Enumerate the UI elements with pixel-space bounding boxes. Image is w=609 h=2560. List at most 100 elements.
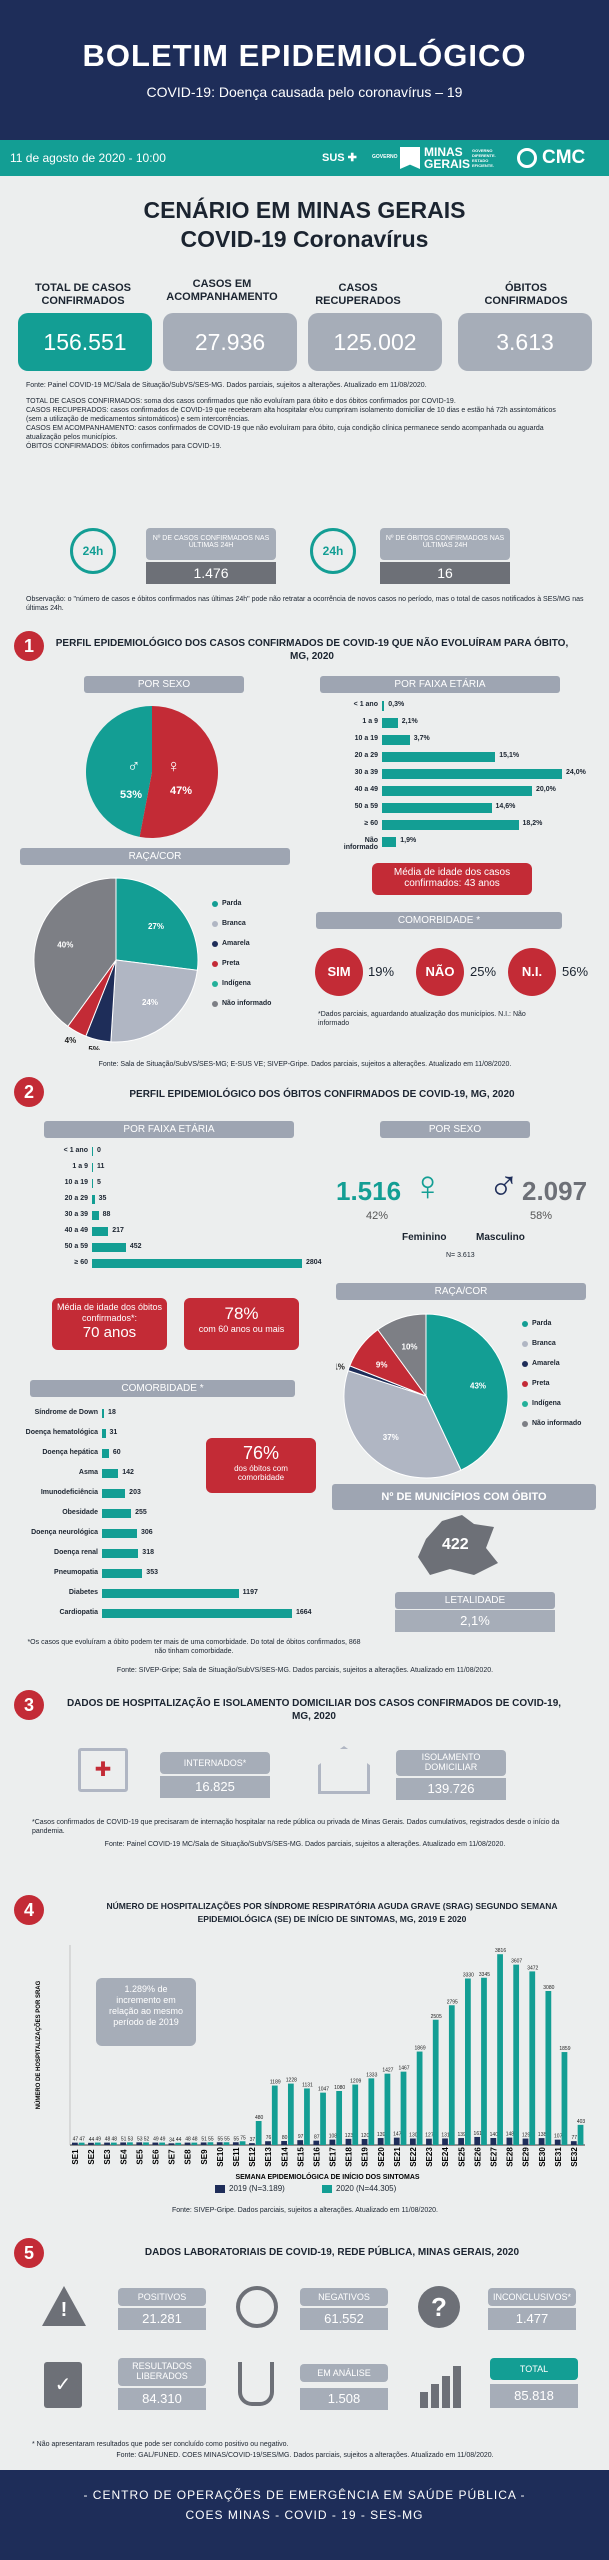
bar-value: 24,0%: [566, 769, 586, 776]
legend-swatch: [212, 1000, 218, 1007]
bar-row: Cardiopatia 1664: [10, 1608, 330, 1628]
bar-value-label: 51: [121, 2136, 127, 2142]
y-axis-label: NÚMERO DE HOSPITALIZAÇÕES POR SRAG: [35, 1980, 42, 2109]
bar-2019-SE22: [409, 2138, 416, 2145]
sus-logo: SUS ✚: [322, 152, 357, 164]
bar-value-label: 3816: [495, 1948, 506, 1954]
s5-note: * Não apresentaram resultados que pode s…: [32, 2441, 289, 2448]
x-tick-label: SE20: [377, 2147, 386, 2167]
bar-value-label: 120: [361, 2133, 370, 2139]
total-cases-label: TOTAL DE CASOS CONFIRMADOS: [35, 282, 131, 307]
s1-raca-title: RAÇA/COR: [20, 848, 290, 865]
bar-2020-SE28: [513, 1964, 520, 2145]
bar-2020-SE8: [191, 2142, 198, 2145]
bar-row: < 1 ano 0,3%: [330, 700, 605, 717]
legend-2019-swatch: [215, 2185, 225, 2193]
bar-value-label: 1080: [334, 2085, 345, 2091]
bar-2019-SE32: [570, 2141, 577, 2145]
footer-line1: - CENTRO DE OPERAÇÕES DE EMERGÊNCIA EM S…: [83, 2488, 526, 2502]
bar: [92, 1163, 93, 1172]
s1-comorb-note: *Dados parciais, aguardando atualização …: [318, 1011, 526, 1027]
bar-value-label: 55: [217, 2136, 223, 2142]
bar-row: < 1 ano 0: [40, 1146, 330, 1162]
lab-inc-value: 1.477: [488, 2308, 576, 2330]
bar-2020-SE18: [352, 2084, 359, 2145]
clock-24h-text: 24h: [322, 544, 344, 558]
bar: [102, 1549, 139, 1558]
scenario-title-line1: CENÁRIO EM MINAS GERAIS: [143, 197, 466, 223]
bar-value-label: 75: [240, 2135, 246, 2141]
s1-sexo-title: POR SEXO: [84, 676, 244, 693]
header-banner: BOLETIM EPIDEMIOLÓGICO COVID-19: Doença …: [0, 0, 609, 140]
s1-comorb-title: COMORBIDADE *: [316, 912, 562, 929]
bar-value-label: 1189: [270, 2080, 281, 2086]
bar-value-label: 161: [474, 2131, 483, 2137]
bar-row: 50 a 59 14,6%: [330, 802, 605, 819]
x-tick-label: SE2: [87, 2149, 96, 2165]
bar-label: Doença renal: [54, 1549, 98, 1556]
legend-2019-label: 2019 (N=3.189): [229, 2184, 285, 2193]
section-5-number: 5: [14, 2238, 44, 2268]
pie-slice-5: [377, 1313, 427, 1398]
bar-row: Não informado 1,9%: [330, 836, 605, 853]
cmc-logo-text: CMC: [542, 147, 586, 168]
recovered-label: CASOS RECUPERADOS: [315, 282, 401, 307]
bar: [102, 1469, 119, 1478]
lab-ana-value: 1.508: [300, 2388, 388, 2410]
bar: [102, 1509, 132, 1518]
bar-value-label: 55: [224, 2136, 230, 2142]
cases24-value: 1.476: [146, 562, 276, 584]
bar-2020-SE29: [529, 1971, 536, 2145]
x-tick-label: SE26: [473, 2147, 482, 2167]
pie-label-2: 1%: [336, 1363, 345, 1372]
bar-label: < 1 ano: [353, 701, 378, 708]
bar-value-label: 80: [282, 2135, 288, 2141]
bar-value-label: 55: [208, 2136, 214, 2142]
pie-label-1: 37%: [383, 1433, 399, 1442]
def-total: TOTAL DE CASOS CONFIRMADOS: soma dos cas…: [26, 398, 456, 405]
section-2-title: PERFIL EPIDEMIOLÓGICO DOS ÓBITOS CONFIRM…: [129, 1089, 515, 1100]
bar-2020-SE20: [384, 2073, 391, 2145]
date-bar: 11 de agosto de 2020 - 10:00 SUS ✚ GOVER…: [0, 140, 609, 176]
bar-label: Doença neurológica: [31, 1529, 98, 1536]
section-1-title: PERFIL EPIDEMIOLÓGICO DOS CASOS CONFIRMA…: [55, 638, 569, 662]
bar-value: 203: [129, 1489, 141, 1496]
bar-value-label: 139: [377, 2132, 386, 2138]
bar-value: 18: [108, 1409, 116, 1416]
bulletin-title: BOLETIM EPIDEMIOLÓGICO: [82, 38, 527, 73]
s1-race-legend: Parda Branca Amarela Preta Indígena Não infor…: [212, 900, 312, 1020]
bar-value-label: 1131: [302, 2082, 313, 2088]
bar-value-label: 37: [250, 2137, 256, 2143]
bar-value-label: 44: [176, 2137, 182, 2143]
hospital-icon: ✚: [78, 1748, 128, 1792]
s3-iso-label: ISOLAMENTO DOMICILIAR: [396, 1750, 506, 1776]
bar-value-label: 127: [425, 2133, 434, 2139]
bulletin-subtitle: COVID-19: Doença causada pelo coronavíru…: [146, 84, 463, 100]
s2-note: *Os casos que evoluíram a óbito podem te…: [27, 1639, 361, 1655]
bar-value-label: 140: [490, 2132, 499, 2138]
bar-label: Não informado: [343, 837, 378, 851]
clock-24h-icon: 24h: [310, 528, 356, 574]
bar-label: Asma: [78, 1469, 98, 1476]
s4-source: Fonte: SIVEP-Gripe. Dados parciais, suje…: [171, 2207, 439, 2214]
clock-24h-text: 24h: [82, 544, 104, 558]
bar-value-label: 3080: [543, 1985, 554, 1991]
s1-faixa-title: POR FAIXA ETÁRIA: [320, 676, 560, 693]
male-icon: ♂: [127, 756, 141, 776]
recovered-value: 125.002: [308, 313, 442, 371]
bar-label: ≥ 60: [74, 1259, 88, 1266]
lab-lib-value: 84.310: [118, 2388, 206, 2410]
cases24-label: Nº DE CASOS CONFIRMADOS NAS ÚLTIMAS 24H: [146, 528, 276, 560]
legend-swatch: [522, 1320, 528, 1327]
lab-neg-label: NEGATIVOS: [300, 2288, 388, 2306]
bar-value: 11: [97, 1163, 105, 1170]
bar-2020-SE3: [110, 2142, 117, 2145]
legend-label: Branca: [532, 1340, 556, 1347]
x-tick-label: SE5: [135, 2149, 144, 2165]
bar-row: Obesidade 255: [10, 1508, 330, 1528]
bar-value-label: 1467: [398, 2066, 409, 2072]
bar-row: ≥ 60 18,2%: [330, 819, 605, 836]
s2-pct60-box: 78% com 60 anos ou mais: [184, 1298, 299, 1350]
bar-value-label: 108: [329, 2134, 338, 2140]
s3-note: *Casos confirmados de COVID-19 que preci…: [32, 1819, 560, 1835]
